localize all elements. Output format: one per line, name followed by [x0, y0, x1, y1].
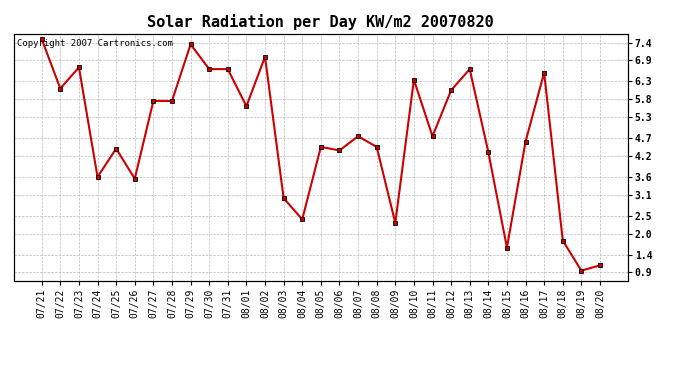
- Title: Solar Radiation per Day KW/m2 20070820: Solar Radiation per Day KW/m2 20070820: [148, 14, 494, 30]
- Text: Copyright 2007 Cartronics.com: Copyright 2007 Cartronics.com: [17, 39, 172, 48]
